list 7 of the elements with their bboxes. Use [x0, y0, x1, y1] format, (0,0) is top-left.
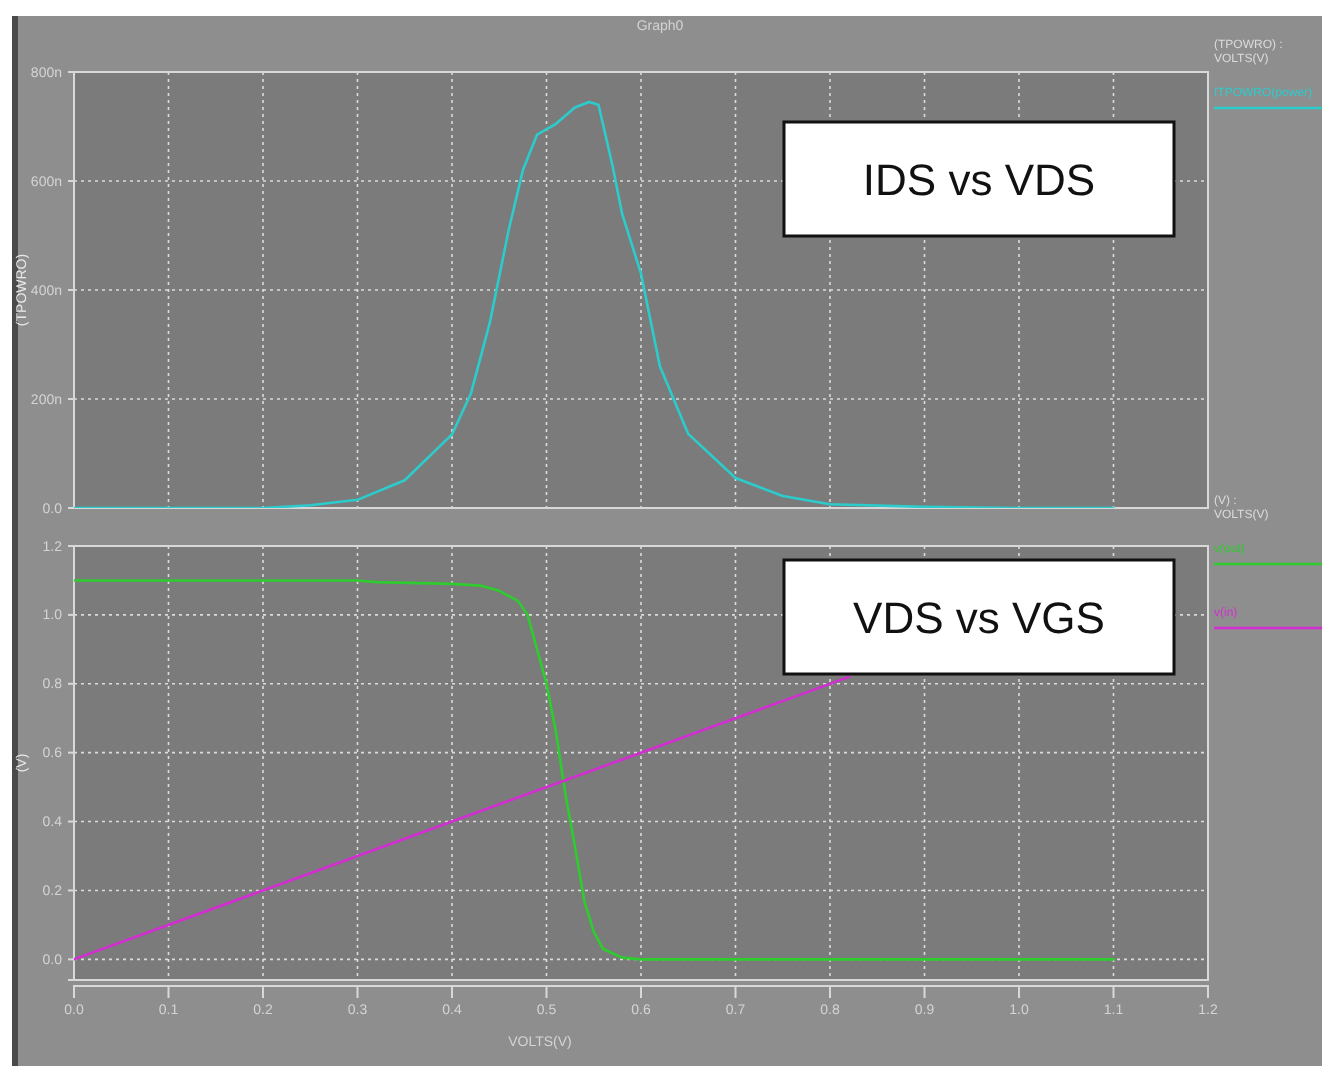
annotation: VDS vs VGS [853, 593, 1105, 643]
line-series [74, 579, 1115, 961]
annotation: IDS vs VDS [862, 155, 1096, 205]
line-series [74, 675, 851, 961]
text-box: VDS vs VGS [782, 558, 1176, 676]
text-box: IDS vs VDS [782, 120, 1176, 238]
line-series [74, 100, 1115, 508]
